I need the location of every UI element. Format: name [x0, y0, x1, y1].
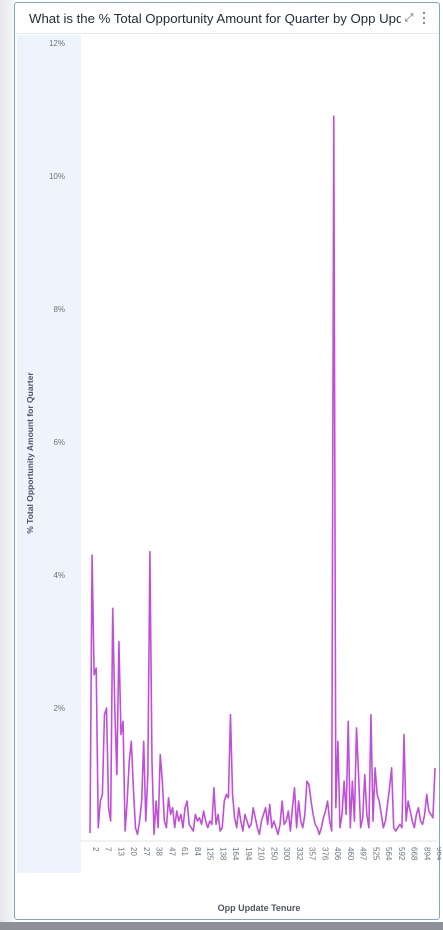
expand-icon[interactable]: ⤢ [404, 12, 414, 24]
x-tick-label: 13 [116, 847, 125, 856]
x-tick-label: 564 [384, 847, 393, 861]
more-vertical-icon[interactable] [419, 10, 429, 26]
x-tick-label: 20 [129, 847, 138, 856]
page-edge-shadow [0, 0, 14, 930]
y-tick-label: 12% [49, 39, 65, 48]
x-tick-label: 2 [91, 847, 100, 852]
x-axis-ticks: 2 7 13 20 27 38 47 61 84 125 138 164 194 210 250 300 332… [91, 847, 441, 861]
y-tick-label: 4% [53, 571, 65, 580]
x-tick-label: 406 [333, 847, 342, 861]
series-line [89, 115, 436, 836]
y-axis-ticks: 2% 4% 6% 8% 10% 12% [49, 39, 65, 713]
x-tick-label: 7 [104, 847, 113, 852]
x-tick-label: 125 [206, 847, 215, 861]
x-tick-label: 194 [244, 847, 253, 861]
x-tick-label: 332 [295, 847, 304, 861]
x-tick-label: 460 [346, 847, 355, 861]
chart-widget: What is the % Total Opportunity Amount f… [14, 2, 441, 920]
x-tick-label: 497 [359, 847, 368, 861]
x-tick-label: 964 [435, 847, 441, 861]
widget-header: What is the % Total Opportunity Amount f… [15, 3, 439, 34]
y-tick-label: 6% [53, 438, 65, 447]
x-tick-label: 250 [269, 847, 278, 861]
x-tick-label: 84 [193, 847, 202, 856]
x-tick-label: 47 [167, 847, 176, 856]
y-axis-band [17, 35, 81, 873]
x-tick-label: 38 [155, 847, 164, 856]
x-tick-label: 210 [257, 847, 266, 861]
x-tick-label: 138 [218, 847, 227, 861]
x-axis-title: Opp Update Tenure [218, 903, 301, 913]
x-tick-label: 668 [410, 847, 419, 861]
window-bottom-bar [0, 922, 443, 930]
line-chart: 2%4%6%8%10%12% 2 7 13 20 27 38 47 61 84 125 138 164… [17, 35, 441, 913]
x-tick-label: 61 [180, 847, 189, 856]
x-tick-label: 300 [282, 847, 291, 861]
x-tick-label: 164 [231, 847, 240, 861]
x-tick-label: 376 [320, 847, 329, 861]
y-tick-label: 8% [53, 305, 65, 314]
widget-title: What is the % Total Opportunity Amount f… [29, 11, 401, 26]
x-tick-label: 27 [142, 847, 151, 856]
x-tick-label: 894 [422, 847, 431, 861]
x-tick-label: 592 [397, 847, 406, 861]
y-tick-label: 2% [53, 704, 65, 713]
y-tick-label: 10% [49, 172, 65, 181]
x-tick-label: 357 [308, 847, 317, 861]
x-tick-label: 525 [371, 847, 380, 861]
y-axis-title: % Total Opportunity Amount for Quarter [25, 372, 35, 534]
